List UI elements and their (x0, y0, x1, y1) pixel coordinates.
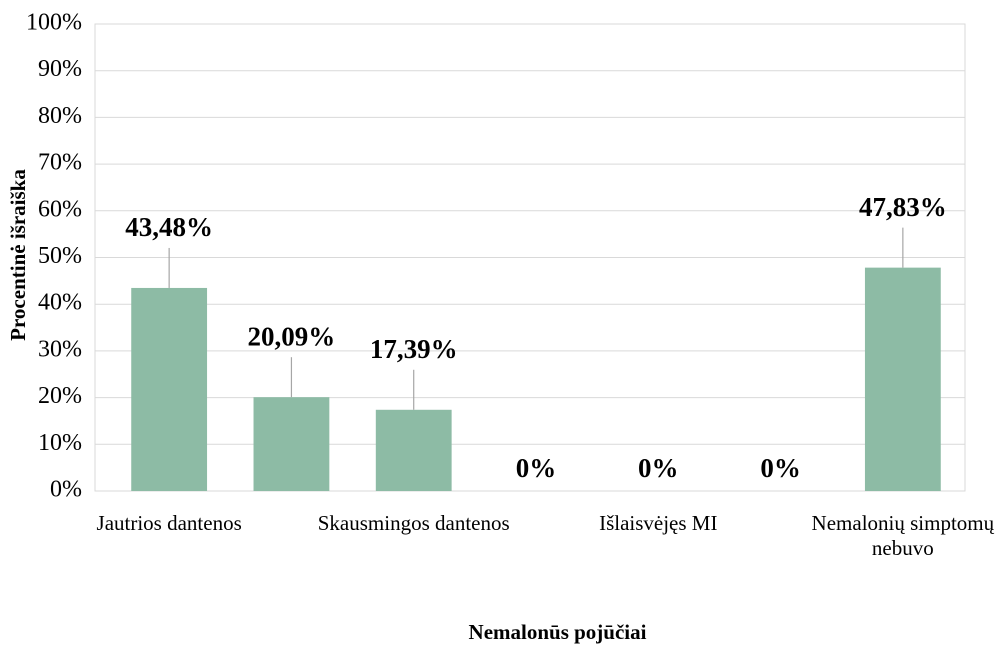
y-tick-label: 60% (38, 196, 82, 222)
y-tick-label: 70% (38, 150, 82, 176)
data-label: 43,48% (125, 212, 213, 242)
y-axis-title: Procentinė išraiška (6, 169, 30, 341)
bar (864, 267, 941, 491)
data-label: 47,83% (859, 192, 947, 222)
y-tick-label: 10% (38, 430, 82, 456)
x-axis-title: Nemalonūs pojūčiai (468, 620, 647, 644)
y-tick-label: 80% (38, 103, 82, 129)
bar (375, 409, 452, 491)
x-tick-label: Nemalonių simptomų nebuvo (811, 511, 995, 560)
bar (253, 397, 330, 491)
x-tick-label: Skausmingos dantenos (317, 511, 510, 535)
data-label: 0% (760, 453, 801, 483)
y-tick-label: 0% (50, 477, 82, 503)
y-tick-label: 90% (38, 56, 82, 82)
y-tick-label: 20% (38, 383, 82, 409)
y-tick-label: 100% (26, 10, 82, 36)
y-tick-label: 30% (38, 336, 82, 362)
data-label: 0% (638, 453, 679, 483)
x-tick-label: Jautrios dantenos (96, 511, 242, 535)
y-tick-label: 50% (38, 243, 82, 269)
data-label: 20,09% (248, 321, 336, 351)
data-label: 0% (516, 453, 557, 483)
data-label: 17,39% (370, 334, 458, 364)
y-tick-label: 40% (38, 290, 82, 316)
bar (131, 287, 208, 491)
x-tick-label: Išlaisvėjęs MI (599, 511, 718, 535)
